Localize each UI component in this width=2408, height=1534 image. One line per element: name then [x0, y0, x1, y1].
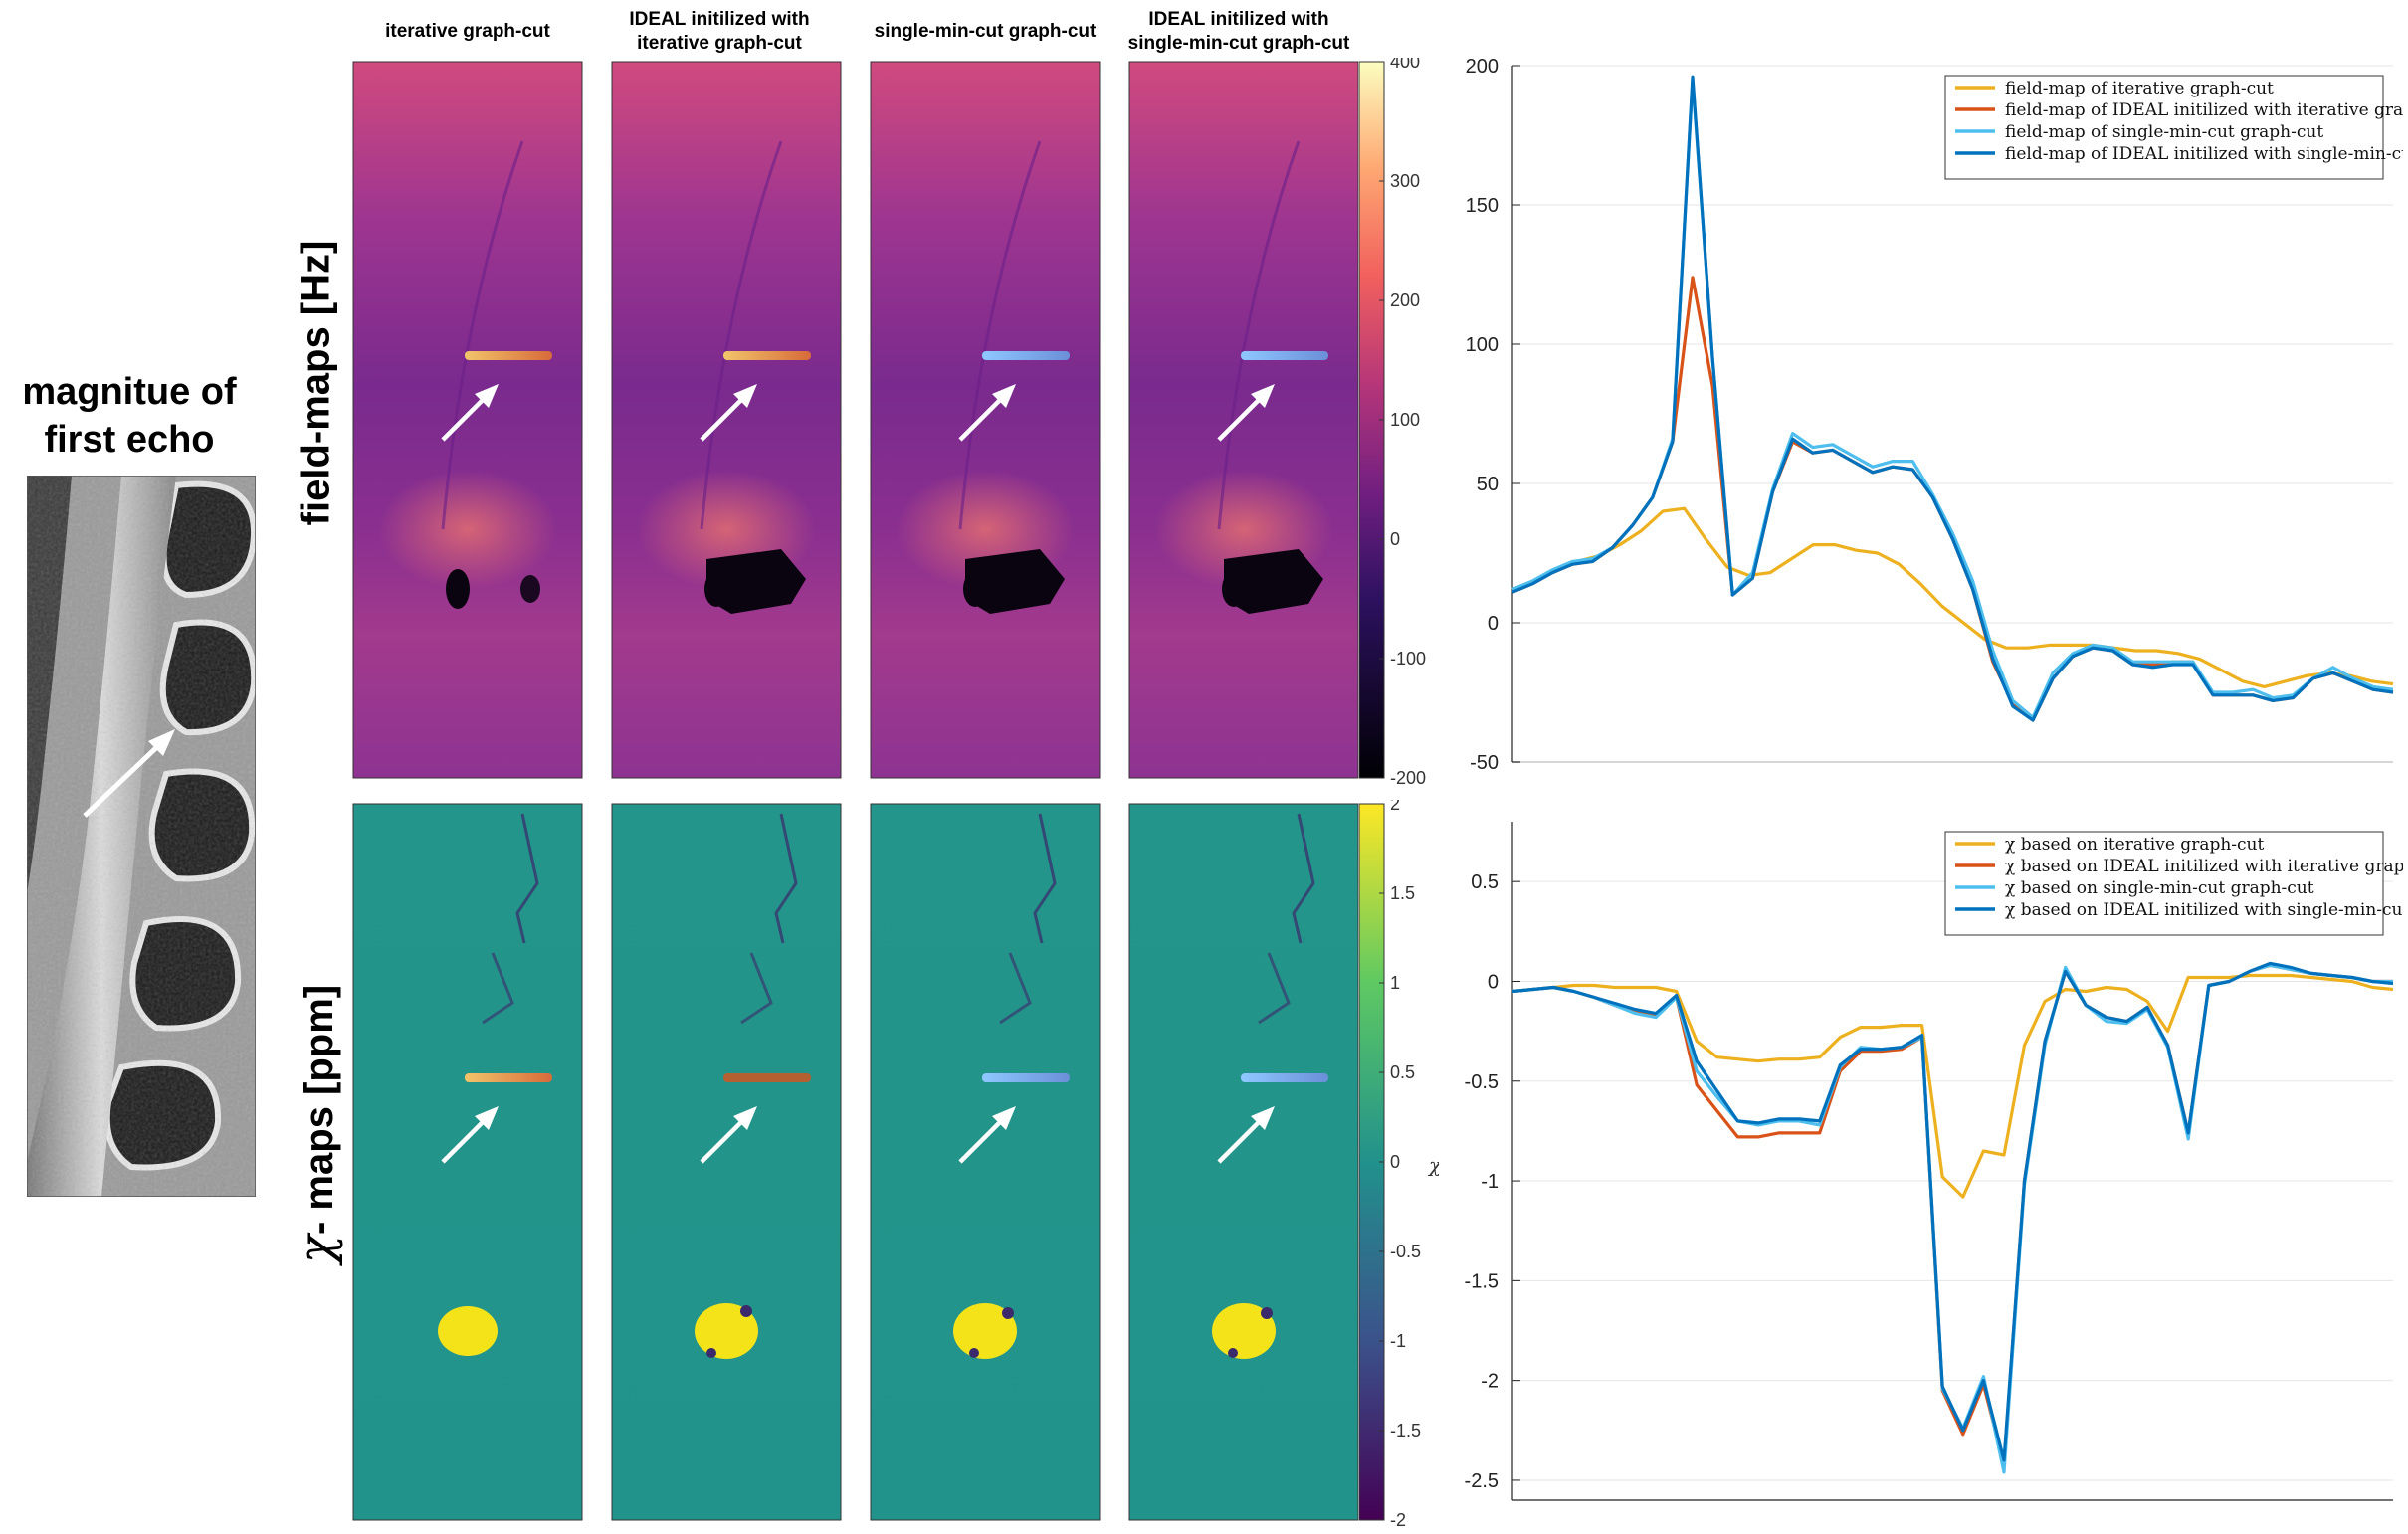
column-header-1-line1: iterative graph-cut — [385, 21, 550, 42]
chi-profile-chart: 0.5 0 -0.5 -1 -1.5 -2 -2.5 χ based on iterative… — [1465, 822, 2403, 1501]
y-tick-label: 0.5 — [1471, 871, 1499, 893]
y-tick-label: 50 — [1477, 474, 1499, 495]
chi-colorbar-tick-label: 0.5 — [1390, 1062, 1415, 1082]
colorbar-chi-label: χ — [1427, 1153, 1439, 1177]
column-header-2: IDEAL initilized with iterative graph-cu… — [590, 8, 849, 56]
y-tick-label: 0 — [1488, 613, 1499, 635]
chi-legend-entry-1: χ based on iterative graph-cut — [2005, 835, 2264, 855]
y-tick-label: 150 — [1466, 195, 1499, 217]
chi-colorbar-tick-label: 0 — [1390, 1152, 1400, 1172]
chi-colorbar-tick-label: -1 — [1390, 1331, 1406, 1351]
chi-colorbar-tick-label: 2 — [1390, 800, 1400, 814]
maps-grid — [351, 60, 1360, 1522]
y-tick-label: 0 — [1488, 971, 1499, 993]
field-colorbar-tick-label: 0 — [1390, 529, 1400, 549]
chi-map-2 — [610, 802, 843, 1522]
field-legend-entry-2: field-map of IDEAL initilized with itera… — [2005, 100, 2403, 120]
magnitude-image — [27, 476, 256, 1197]
column-header-4-line2: single-min-cut graph-cut — [1127, 33, 1350, 54]
magnitude-title-line1: magnitue of — [22, 371, 237, 413]
column-header-4-line1: IDEAL initilized with — [1148, 9, 1329, 30]
y-tick-label: -50 — [1470, 752, 1499, 774]
y-tick-label: -2 — [1481, 1371, 1499, 1393]
magnitude-title-line2: first echo — [44, 419, 215, 461]
chi-legend-entry-4: χ based on IDEAL initilized with single-… — [2005, 900, 2403, 920]
column-header-3: single-min-cut graph-cut — [851, 20, 1119, 44]
column-header-2-line1: IDEAL initilized with — [629, 9, 810, 30]
series-line-4 — [1511, 961, 2394, 1462]
chi-colorbar-tick-label: -2 — [1390, 1510, 1406, 1530]
field-legend-entry-4: field-map of IDEAL initilized with singl… — [2005, 144, 2403, 164]
field-legend-entry-1: field-map of iterative graph-cut — [2005, 79, 2274, 98]
field-map-2 — [610, 60, 843, 780]
field-colorbar-tick-label: -200 — [1390, 768, 1426, 788]
series-line-3 — [1511, 963, 2393, 1474]
field-colorbar-tick-label: 200 — [1390, 290, 1420, 310]
chi-map-1 — [351, 802, 584, 1522]
colorbar-chi: 2 1.5 1 0.5 0 -0.5 -1 -1.5 -2 χ — [1359, 800, 1439, 1530]
chi-legend-entry-3: χ based on single-min-cut graph-cut — [2005, 878, 2314, 898]
chi-legend-entry-2: χ based on IDEAL initilized with iterati… — [2005, 857, 2403, 876]
chi-map-3 — [869, 802, 1102, 1522]
field-map-1 — [351, 60, 584, 780]
field-colorbar-tick-label: 100 — [1390, 410, 1420, 430]
series-line-1 — [1511, 973, 2394, 1199]
chi-map-4 — [1127, 802, 1360, 1522]
legend-box — [1944, 831, 2384, 936]
field-colorbar-tick-label: 300 — [1390, 171, 1420, 191]
column-header-1: iterative graph-cut — [353, 20, 582, 44]
y-tick-label: 100 — [1466, 334, 1499, 356]
y-tick-label: -1.5 — [1465, 1270, 1499, 1292]
series-line-1 — [1511, 506, 2394, 689]
chi-colorbar-tick-label: -1.5 — [1390, 1421, 1421, 1440]
field-map-3 — [869, 60, 1102, 780]
series-line-4 — [1511, 75, 2394, 722]
chi-colorbar-tick-label: 1.5 — [1390, 883, 1415, 903]
legend-box — [1944, 75, 2384, 180]
magnitude-title: magnitue of first echo — [0, 368, 259, 464]
y-tick-label: 200 — [1466, 56, 1499, 78]
column-header-2-line2: iterative graph-cut — [637, 33, 802, 54]
column-header-3-line1: single-min-cut graph-cut — [874, 21, 1097, 42]
field-legend-entry-3: field-map of single-min-cut graph-cut — [2005, 122, 2323, 142]
chi-colorbar-tick-label: -0.5 — [1390, 1242, 1421, 1261]
field-colorbar-tick-label: 400 — [1390, 58, 1420, 72]
y-tick-label: -1 — [1481, 1171, 1499, 1193]
y-tick-label: -0.5 — [1465, 1071, 1499, 1093]
field-colorbar-tick-label: -100 — [1390, 649, 1426, 669]
chi-colorbar-tick-label: 1 — [1390, 973, 1400, 993]
column-header-4: IDEAL initilized with single-min-cut gra… — [1104, 8, 1373, 56]
colorbar-field: 400 300 200 100 0 -100 -200 — [1359, 58, 1426, 788]
field-map-4 — [1127, 60, 1360, 780]
y-tick-label: -2.5 — [1465, 1470, 1499, 1492]
arrow — [83, 740, 164, 818]
series-line-2 — [1511, 963, 2393, 1466]
field-map-profile-chart: 200 150 100 50 0 -50 field-map of iterative gr… — [1466, 56, 2403, 774]
